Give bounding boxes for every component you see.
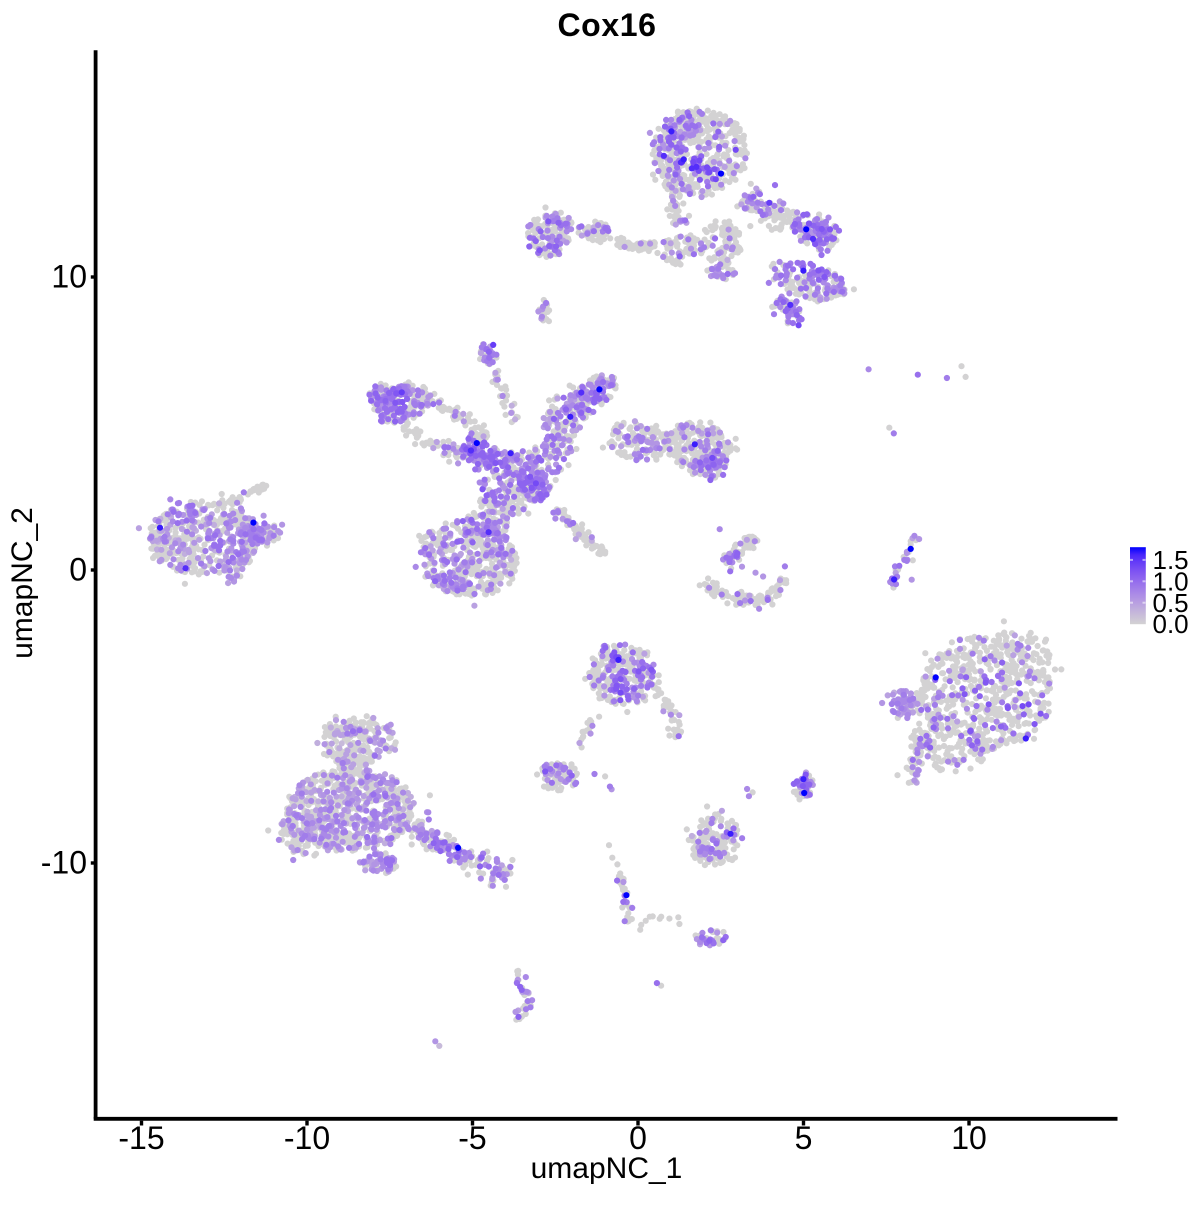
- svg-text:0: 0: [69, 551, 87, 587]
- svg-text:-5: -5: [458, 1120, 486, 1156]
- svg-text:0: 0: [629, 1120, 647, 1156]
- svg-text:10: 10: [951, 1120, 987, 1156]
- svg-text:5: 5: [795, 1120, 813, 1156]
- svg-text:-10: -10: [284, 1120, 330, 1156]
- svg-text:0.5: 0.5: [1153, 588, 1189, 618]
- svg-text:-10: -10: [41, 844, 87, 880]
- svg-text:10: 10: [51, 258, 87, 294]
- svg-text:umapNC_2: umapNC_2: [6, 507, 39, 659]
- svg-text:Cox16: Cox16: [557, 7, 656, 43]
- svg-text:-15: -15: [118, 1120, 164, 1156]
- svg-text:0.0: 0.0: [1153, 609, 1189, 639]
- svg-text:umapNC_1: umapNC_1: [531, 1152, 683, 1185]
- svg-text:1.5: 1.5: [1153, 545, 1189, 575]
- svg-text:1.0: 1.0: [1153, 566, 1189, 596]
